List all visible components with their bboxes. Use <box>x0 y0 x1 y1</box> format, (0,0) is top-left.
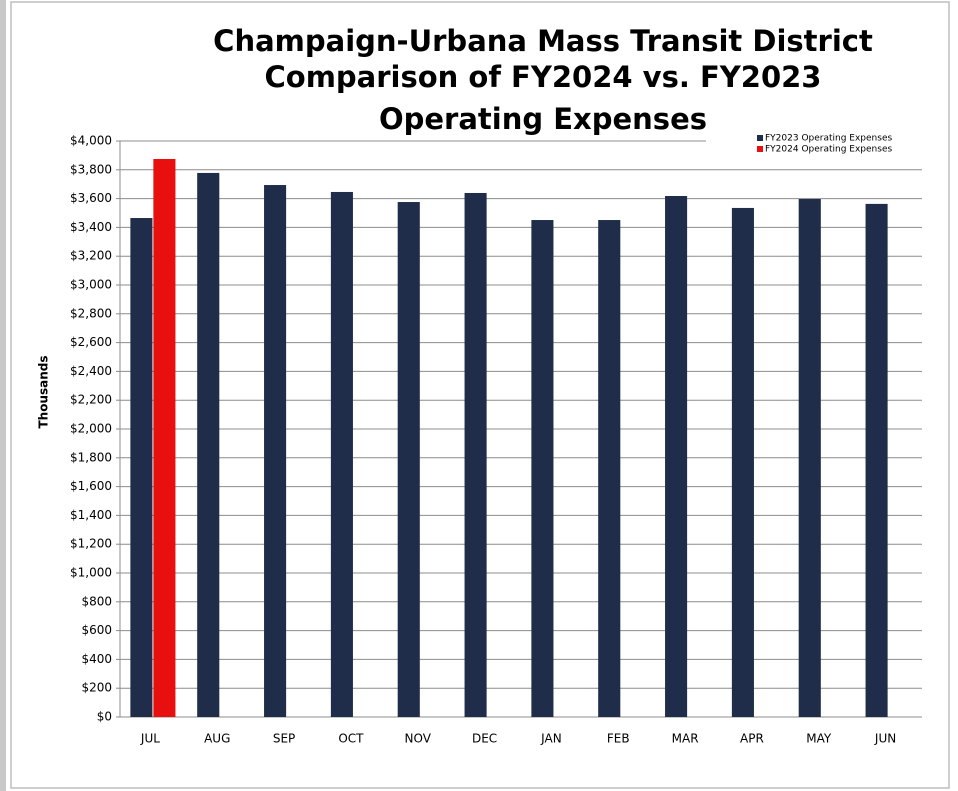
y-tick-label: $1,000 <box>70 566 112 580</box>
y-tick-label: $1,600 <box>70 479 112 493</box>
x-tick-label: JUL <box>140 732 160 746</box>
x-tick-label: MAR <box>672 732 699 746</box>
y-tick-label: $0 <box>97 710 112 724</box>
bar <box>264 185 287 718</box>
y-tick-label: $3,600 <box>70 191 112 205</box>
y-tick-label: $1,800 <box>70 450 112 464</box>
x-tick-label: MAY <box>806 732 832 746</box>
y-tick-label: $1,200 <box>70 537 112 551</box>
x-tick-label: AUG <box>204 732 230 746</box>
y-tick-label: $2,600 <box>70 335 112 349</box>
x-tick-label: FEB <box>607 732 630 746</box>
y-tick-label: $4,000 <box>70 134 112 148</box>
side-bar <box>0 0 6 791</box>
chart-title: Champaign-Urbana Mass Transit District <box>213 24 873 58</box>
legend-box <box>706 130 922 154</box>
x-tick-label: SEP <box>273 732 295 746</box>
x-tick-label: DEC <box>472 732 497 746</box>
bar <box>865 203 888 718</box>
x-tick-label: JAN <box>540 732 562 746</box>
x-tick-label: NOV <box>405 732 432 746</box>
bar <box>397 202 420 717</box>
bar <box>598 220 621 717</box>
legend-label: FY2023 Operating Expenses <box>765 134 892 144</box>
y-tick-label: $3,800 <box>70 162 112 176</box>
bar <box>798 199 821 718</box>
legend-swatch <box>757 146 763 152</box>
chart-title: Operating Expenses <box>379 102 707 136</box>
y-tick-label: $1,400 <box>70 508 112 522</box>
legend-swatch <box>757 135 763 141</box>
y-tick-label: $400 <box>81 652 112 666</box>
y-tick-label: $800 <box>81 594 112 608</box>
y-tick-label: $2,200 <box>70 393 112 407</box>
bar <box>531 220 554 717</box>
bar <box>464 192 487 717</box>
bar <box>330 191 353 717</box>
chart-title: Comparison of FY2024 vs. FY2023 <box>265 60 822 94</box>
bar <box>731 207 754 717</box>
y-tick-label: $200 <box>81 681 112 695</box>
x-tick-label: OCT <box>338 732 364 746</box>
y-tick-label: $3,200 <box>70 249 112 263</box>
y-tick-label: $3,000 <box>70 278 112 292</box>
y-axis-label: Thousands <box>37 355 51 428</box>
bar <box>130 218 153 718</box>
bar <box>197 172 220 717</box>
y-tick-label: $2,000 <box>70 422 112 436</box>
y-tick-label: $600 <box>81 623 112 637</box>
legend-label: FY2024 Operating Expenses <box>765 145 892 155</box>
bar <box>153 159 176 717</box>
x-tick-label: APR <box>740 732 764 746</box>
bar <box>665 196 688 717</box>
y-tick-label: $2,800 <box>70 306 112 320</box>
x-tick-label: JUN <box>874 732 896 746</box>
y-tick-label: $3,400 <box>70 220 112 234</box>
y-tick-label: $2,400 <box>70 364 112 378</box>
